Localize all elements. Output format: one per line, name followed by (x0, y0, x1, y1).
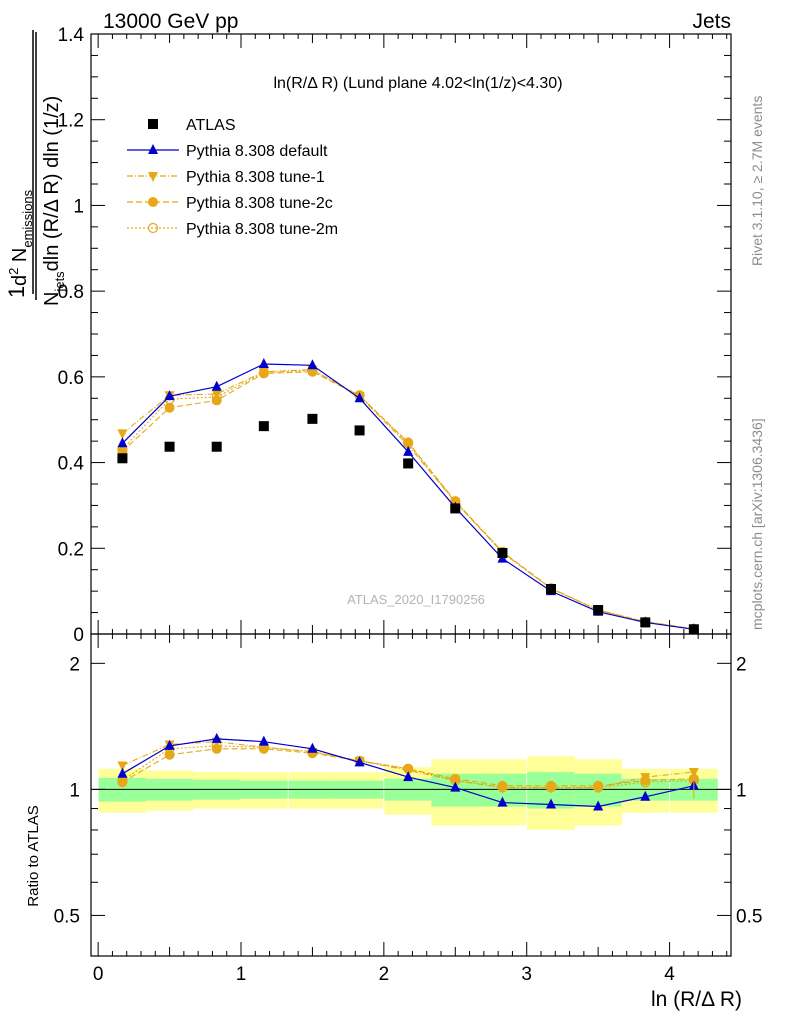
legend-marker (148, 197, 158, 207)
atlas-point (688, 624, 699, 635)
y-tick-label: 0 (73, 625, 84, 646)
legend-label: Pythia 8.308 default (186, 143, 328, 160)
ratio-point (211, 732, 222, 743)
legend-label: Pythia 8.308 tune-2c (186, 195, 333, 212)
legend-marker (148, 172, 158, 182)
ratio-point (307, 742, 318, 753)
series-line-main (122, 371, 694, 630)
ratio-point (593, 783, 604, 794)
ratio-point (450, 781, 461, 792)
svg-text:1: 1 (4, 286, 29, 298)
ratio-tick-label-right: 2 (736, 654, 747, 675)
header-left: 13000 GeV pp (103, 10, 238, 33)
main-plot-layer (117, 358, 699, 635)
y-tick-label: 0.4 (58, 454, 85, 475)
y-axis-label: 1 d2 Nemissions Njetsdln (R/Δ R) dln (1/… (4, 30, 67, 306)
data-point (258, 358, 269, 368)
ratio-point (497, 783, 508, 794)
y-tick-label: 1.4 (58, 25, 85, 46)
atlas-point (117, 453, 128, 464)
legend-marker (147, 222, 159, 234)
ratio-point (593, 800, 604, 811)
series-line-main (122, 369, 694, 630)
atlas-point (497, 548, 508, 558)
ratio-tick-label-right: 1 (736, 780, 747, 801)
ratio-point (354, 756, 365, 767)
mcplots-label: mcplots.cern.ch [arXiv:1306.3436] (749, 418, 765, 630)
y-tick-label: 0.8 (58, 282, 84, 303)
data-point (211, 390, 222, 400)
atlas-point (593, 605, 604, 615)
legend-marker (148, 144, 158, 154)
header-right: Jets (692, 10, 731, 33)
ratio-point (117, 761, 128, 772)
ratio-point (546, 798, 556, 809)
ratio-point (497, 796, 508, 807)
plot-title: ln(R/Δ R) (Lund plane 4.02<ln(1/z)<4.30) (273, 75, 562, 92)
data-point (164, 402, 175, 413)
data-point (164, 390, 175, 401)
x-tick-label: 1 (236, 964, 247, 985)
atlas-point (546, 584, 556, 594)
ratio-point (258, 735, 269, 746)
data-point (117, 437, 128, 448)
data-point (117, 429, 128, 440)
atlas-point (354, 425, 365, 436)
x-tick-label: 0 (93, 964, 104, 985)
y-tick-label: 1 (73, 196, 84, 217)
ratio-point (211, 743, 222, 754)
x-axis-label: ln (R/Δ R) (651, 988, 742, 1011)
atlas-point (403, 458, 414, 469)
ratio-point (164, 749, 175, 760)
atlas-point (258, 421, 269, 432)
ratio-point (403, 771, 414, 782)
series-line-main (122, 369, 694, 630)
data-point (211, 395, 222, 406)
legend-marker (148, 119, 158, 129)
watermark: ATLAS_2020_I1790256 (347, 592, 485, 607)
atlas-point (640, 617, 651, 628)
ratio-point (546, 783, 556, 794)
legend: ATLAS Pythia 8.308 default Pythia 8.308 tu… (127, 117, 338, 238)
data-point (354, 392, 365, 403)
data-point (211, 380, 222, 391)
ratio-tick-label: 2 (69, 654, 80, 675)
ratio-y-label: Ratio to ATLAS (25, 805, 42, 906)
ratio-plot-layer (91, 732, 731, 811)
axes-layer: 0 1 2 3 4 0 0.2 0.4 0.6 0.8 1 1.2 1.4 0.5 0.5 1 1 2 2 (54, 25, 763, 985)
legend-label: Pythia 8.308 tune-1 (186, 169, 325, 186)
ratio-tick-label: 1 (69, 780, 80, 801)
ratio-point (117, 767, 128, 778)
svg-text:d2 Nemissions: d2 Nemissions (6, 189, 35, 286)
ratio-point (258, 743, 269, 754)
rivet-label: Rivet 3.1.10, ≥ 2.7M events (749, 96, 765, 266)
ratio-tick-label: 0.5 (54, 906, 80, 927)
ratio-point (640, 773, 651, 784)
atlas-point (450, 503, 461, 514)
ratio-point (640, 790, 651, 801)
x-tick-label: 3 (521, 964, 532, 985)
svg-text:Njetsdln (R/Δ R) dln (1/z): Njetsdln (R/Δ R) dln (1/z) (41, 96, 67, 306)
data-point (403, 445, 414, 456)
y-tick-label: 0.6 (58, 368, 84, 389)
legend-label: ATLAS (186, 117, 236, 134)
y-tick-label: 1.2 (58, 111, 84, 132)
atlas-point (211, 441, 222, 452)
series-line-main (122, 363, 694, 630)
x-tick-label: 2 (379, 964, 390, 985)
ratio-point (117, 777, 128, 788)
ratio-point (450, 776, 461, 787)
ratio-tick-label-right: 0.5 (736, 906, 762, 927)
legend-label: Pythia 8.308 tune-2m (186, 221, 338, 238)
y-tick-label: 0.2 (58, 539, 84, 560)
data-point (307, 359, 318, 370)
data-point (258, 367, 269, 378)
atlas-point (164, 441, 175, 452)
ratio-frame (90, 633, 732, 957)
x-tick-label: 4 (664, 964, 675, 985)
atlas-point (307, 413, 318, 424)
ratio-point (164, 739, 175, 750)
